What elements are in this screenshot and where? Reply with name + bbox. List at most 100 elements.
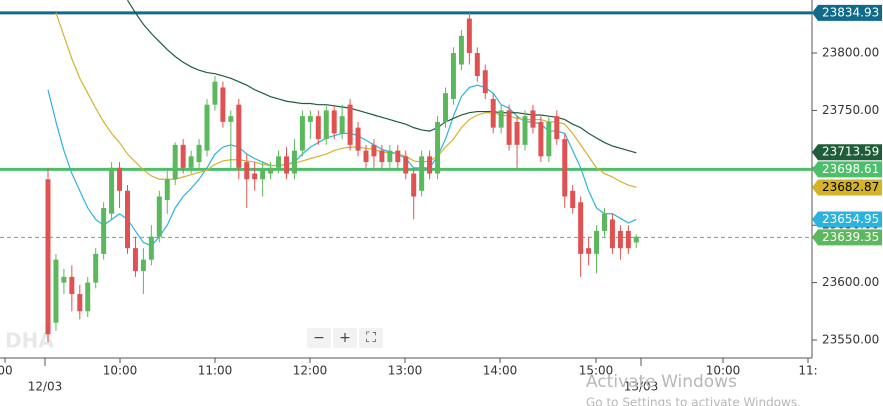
price-tag <box>812 144 882 161</box>
candle-body <box>315 116 321 140</box>
x-tick-label: 12:00 <box>293 364 328 378</box>
candle-body <box>530 110 536 128</box>
candle-body <box>69 276 75 295</box>
candle-body <box>276 156 282 168</box>
price-tag <box>812 161 882 178</box>
date-label: 12/03 <box>28 380 63 394</box>
date-label: 13/03 <box>624 380 659 394</box>
x-tick-label: 00 <box>0 364 13 378</box>
candle-body <box>204 104 210 151</box>
candle-body <box>466 18 472 54</box>
candle-body <box>538 121 544 157</box>
candle-body <box>172 144 178 180</box>
candle-body <box>284 156 289 174</box>
candle-body <box>268 167 274 174</box>
price-tag-label: 23654.95 <box>822 212 879 226</box>
candle-body <box>363 150 369 163</box>
y-tick-label: 23750.00 <box>822 103 879 117</box>
candle-body <box>522 116 528 145</box>
y-tick-label: 23550.00 <box>822 332 879 346</box>
x-tick-label: 11:00 <box>198 364 233 378</box>
candle-body <box>594 230 600 254</box>
candle-body <box>355 127 361 151</box>
candle-body <box>291 150 297 174</box>
y-tick-label: 23800.00 <box>822 46 879 60</box>
candle-body <box>514 121 520 145</box>
price-tag <box>812 211 882 228</box>
candle-body <box>45 179 51 335</box>
price-tag-label: 23834.93 <box>822 5 879 19</box>
price-tag <box>812 179 882 196</box>
candle-body <box>331 110 337 134</box>
candle-body <box>506 110 512 145</box>
candle-body <box>546 121 552 157</box>
candle-body <box>188 156 194 168</box>
candle-body <box>395 150 401 163</box>
price-axis-bg <box>812 0 883 406</box>
ma-line <box>55 12 637 188</box>
candle-body <box>220 87 226 122</box>
candle-body <box>164 179 170 200</box>
candle-body <box>578 202 584 254</box>
candle-body <box>236 104 242 168</box>
candle-body <box>625 230 631 249</box>
price-tag-label: 23682.87 <box>822 180 879 194</box>
zoom-button-label[interactable]: − <box>313 330 325 346</box>
os-overlay: Activate Windows <box>586 372 737 392</box>
price-tag <box>812 4 882 21</box>
candle-body <box>435 121 441 174</box>
candle-body <box>85 282 91 312</box>
candle-body <box>339 116 345 134</box>
candle-body <box>125 190 130 249</box>
candle-body <box>117 167 123 191</box>
candle-body <box>244 162 250 180</box>
candle-body <box>140 259 146 272</box>
candle-body <box>458 35 464 65</box>
zoom-button-label[interactable]: ⛶ <box>366 330 376 346</box>
candle-body <box>450 53 456 99</box>
candle-body <box>490 98 496 128</box>
candle-body <box>562 139 568 197</box>
candle-body <box>132 248 138 272</box>
zoom-button[interactable] <box>359 328 383 348</box>
ma-line <box>126 0 637 154</box>
candle-body <box>299 116 305 151</box>
candle-body <box>196 144 202 163</box>
zoom-button-label[interactable]: + <box>339 330 351 346</box>
candle-body <box>633 236 639 243</box>
x-tick-label: 11: <box>798 364 817 378</box>
zoom-button[interactable] <box>333 328 357 348</box>
candle-body <box>109 167 115 214</box>
candle-body <box>156 196 162 237</box>
candle-body <box>602 213 607 231</box>
candle-body <box>371 144 377 157</box>
os-overlay: Go to Settings to activate Windows. <box>586 396 801 406</box>
price-tag <box>812 229 882 246</box>
price-tag-label: 23639.35 <box>822 230 879 244</box>
price-tag-label: 23698.61 <box>822 162 879 176</box>
y-tick-label: 23600.00 <box>822 275 879 289</box>
x-tick-label: 15:00 <box>579 364 614 378</box>
candle-body <box>498 110 504 128</box>
candle-body <box>77 294 83 312</box>
x-tick-label: 13:00 <box>388 364 423 378</box>
candle-body <box>323 110 329 140</box>
candle-body <box>617 230 623 249</box>
candle-body <box>101 207 107 254</box>
candle-body <box>570 190 576 208</box>
candle-body <box>347 104 353 145</box>
candle-body <box>61 276 67 283</box>
candle-body <box>252 173 258 180</box>
candle-body <box>427 156 433 174</box>
candle-body <box>307 116 313 122</box>
candle-body <box>586 248 592 254</box>
candle-body <box>443 93 448 122</box>
candle-body <box>403 156 409 174</box>
candle-body <box>554 116 560 140</box>
candle-body <box>180 144 186 168</box>
zoom-button[interactable] <box>307 328 331 348</box>
candle-body <box>148 236 154 260</box>
candle-body <box>260 170 266 180</box>
